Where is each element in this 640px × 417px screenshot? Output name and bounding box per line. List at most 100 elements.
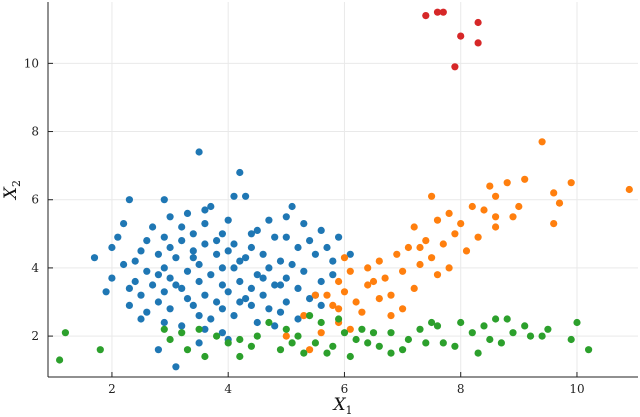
data-point	[178, 329, 186, 337]
x-tick-label: 10	[569, 382, 584, 396]
data-point	[625, 185, 633, 194]
data-point	[166, 274, 174, 282]
data-point	[393, 250, 401, 258]
data-point	[195, 325, 203, 333]
data-point	[323, 291, 331, 299]
data-point	[143, 308, 151, 316]
x-tick-label: 4	[224, 382, 232, 396]
data-point	[247, 342, 255, 350]
data-point	[120, 260, 128, 269]
data-point	[480, 206, 488, 214]
data-point	[230, 240, 238, 248]
data-point	[416, 243, 424, 252]
data-point	[387, 329, 395, 337]
data-point	[492, 192, 500, 200]
data-point	[457, 220, 465, 228]
data-point	[567, 335, 575, 344]
data-point	[346, 325, 354, 333]
data-point	[166, 335, 174, 344]
data-point	[306, 237, 314, 245]
data-point	[329, 342, 337, 350]
data-point	[271, 233, 279, 241]
data-point	[346, 267, 354, 275]
data-point	[468, 202, 476, 211]
data-point	[149, 223, 157, 231]
data-point	[265, 216, 273, 224]
data-point	[492, 223, 500, 231]
data-point	[271, 322, 279, 330]
data-point	[160, 233, 168, 241]
data-point	[131, 277, 139, 286]
data-point	[399, 267, 407, 275]
data-point	[294, 315, 302, 323]
data-point	[329, 271, 337, 279]
data-point	[160, 196, 168, 204]
data-point	[352, 298, 360, 306]
data-point	[468, 329, 476, 337]
data-point	[213, 332, 221, 340]
data-point	[213, 237, 221, 245]
data-point	[230, 264, 238, 272]
data-point	[195, 312, 203, 320]
data-point	[276, 346, 285, 354]
data-point	[172, 281, 180, 289]
data-point	[236, 257, 244, 265]
data-point	[201, 240, 209, 248]
data-point	[160, 318, 168, 327]
y-ticks: 2 4 6 8 10	[24, 56, 53, 343]
data-point	[189, 301, 197, 309]
data-point	[451, 63, 459, 71]
data-point	[358, 308, 366, 316]
data-point	[486, 182, 494, 190]
data-point	[404, 243, 412, 252]
data-point	[108, 243, 116, 252]
data-point	[288, 339, 296, 347]
data-point	[172, 254, 180, 262]
data-point	[236, 352, 244, 361]
data-point	[346, 352, 354, 361]
data-point	[224, 247, 232, 255]
data-point	[375, 295, 383, 303]
data-point	[509, 213, 517, 221]
data-point	[340, 329, 349, 337]
data-point	[154, 298, 162, 306]
data-point	[439, 8, 447, 16]
data-point	[433, 322, 442, 330]
data-point	[183, 267, 192, 275]
data-point	[125, 301, 133, 309]
data-point	[567, 179, 575, 187]
data-point	[201, 325, 209, 333]
data-point	[410, 284, 418, 292]
data-point	[300, 349, 308, 357]
data-point	[451, 230, 459, 238]
data-point	[364, 264, 372, 272]
data-point	[428, 254, 436, 262]
data-point	[335, 233, 343, 241]
data-point	[451, 342, 459, 350]
data-point	[352, 335, 360, 344]
data-point	[410, 223, 418, 231]
data-point	[306, 346, 314, 354]
data-point	[259, 250, 267, 258]
y-tick-label: 8	[31, 125, 39, 139]
data-point	[329, 257, 337, 265]
data-point	[544, 325, 552, 333]
axes	[47, 2, 638, 378]
data-point	[300, 312, 308, 320]
data-point	[247, 284, 255, 292]
data-point	[387, 312, 395, 320]
data-point	[201, 352, 209, 361]
data-point	[90, 254, 99, 262]
data-point	[137, 247, 145, 255]
data-point	[317, 226, 325, 234]
data-point	[300, 267, 308, 275]
x-tick-label: 2	[108, 382, 116, 396]
data-point	[137, 315, 145, 323]
data-point	[178, 284, 186, 292]
y-tick-label: 2	[31, 329, 39, 343]
data-point	[282, 332, 290, 340]
data-point	[474, 349, 482, 357]
data-point	[433, 8, 442, 16]
data-point	[503, 179, 511, 187]
